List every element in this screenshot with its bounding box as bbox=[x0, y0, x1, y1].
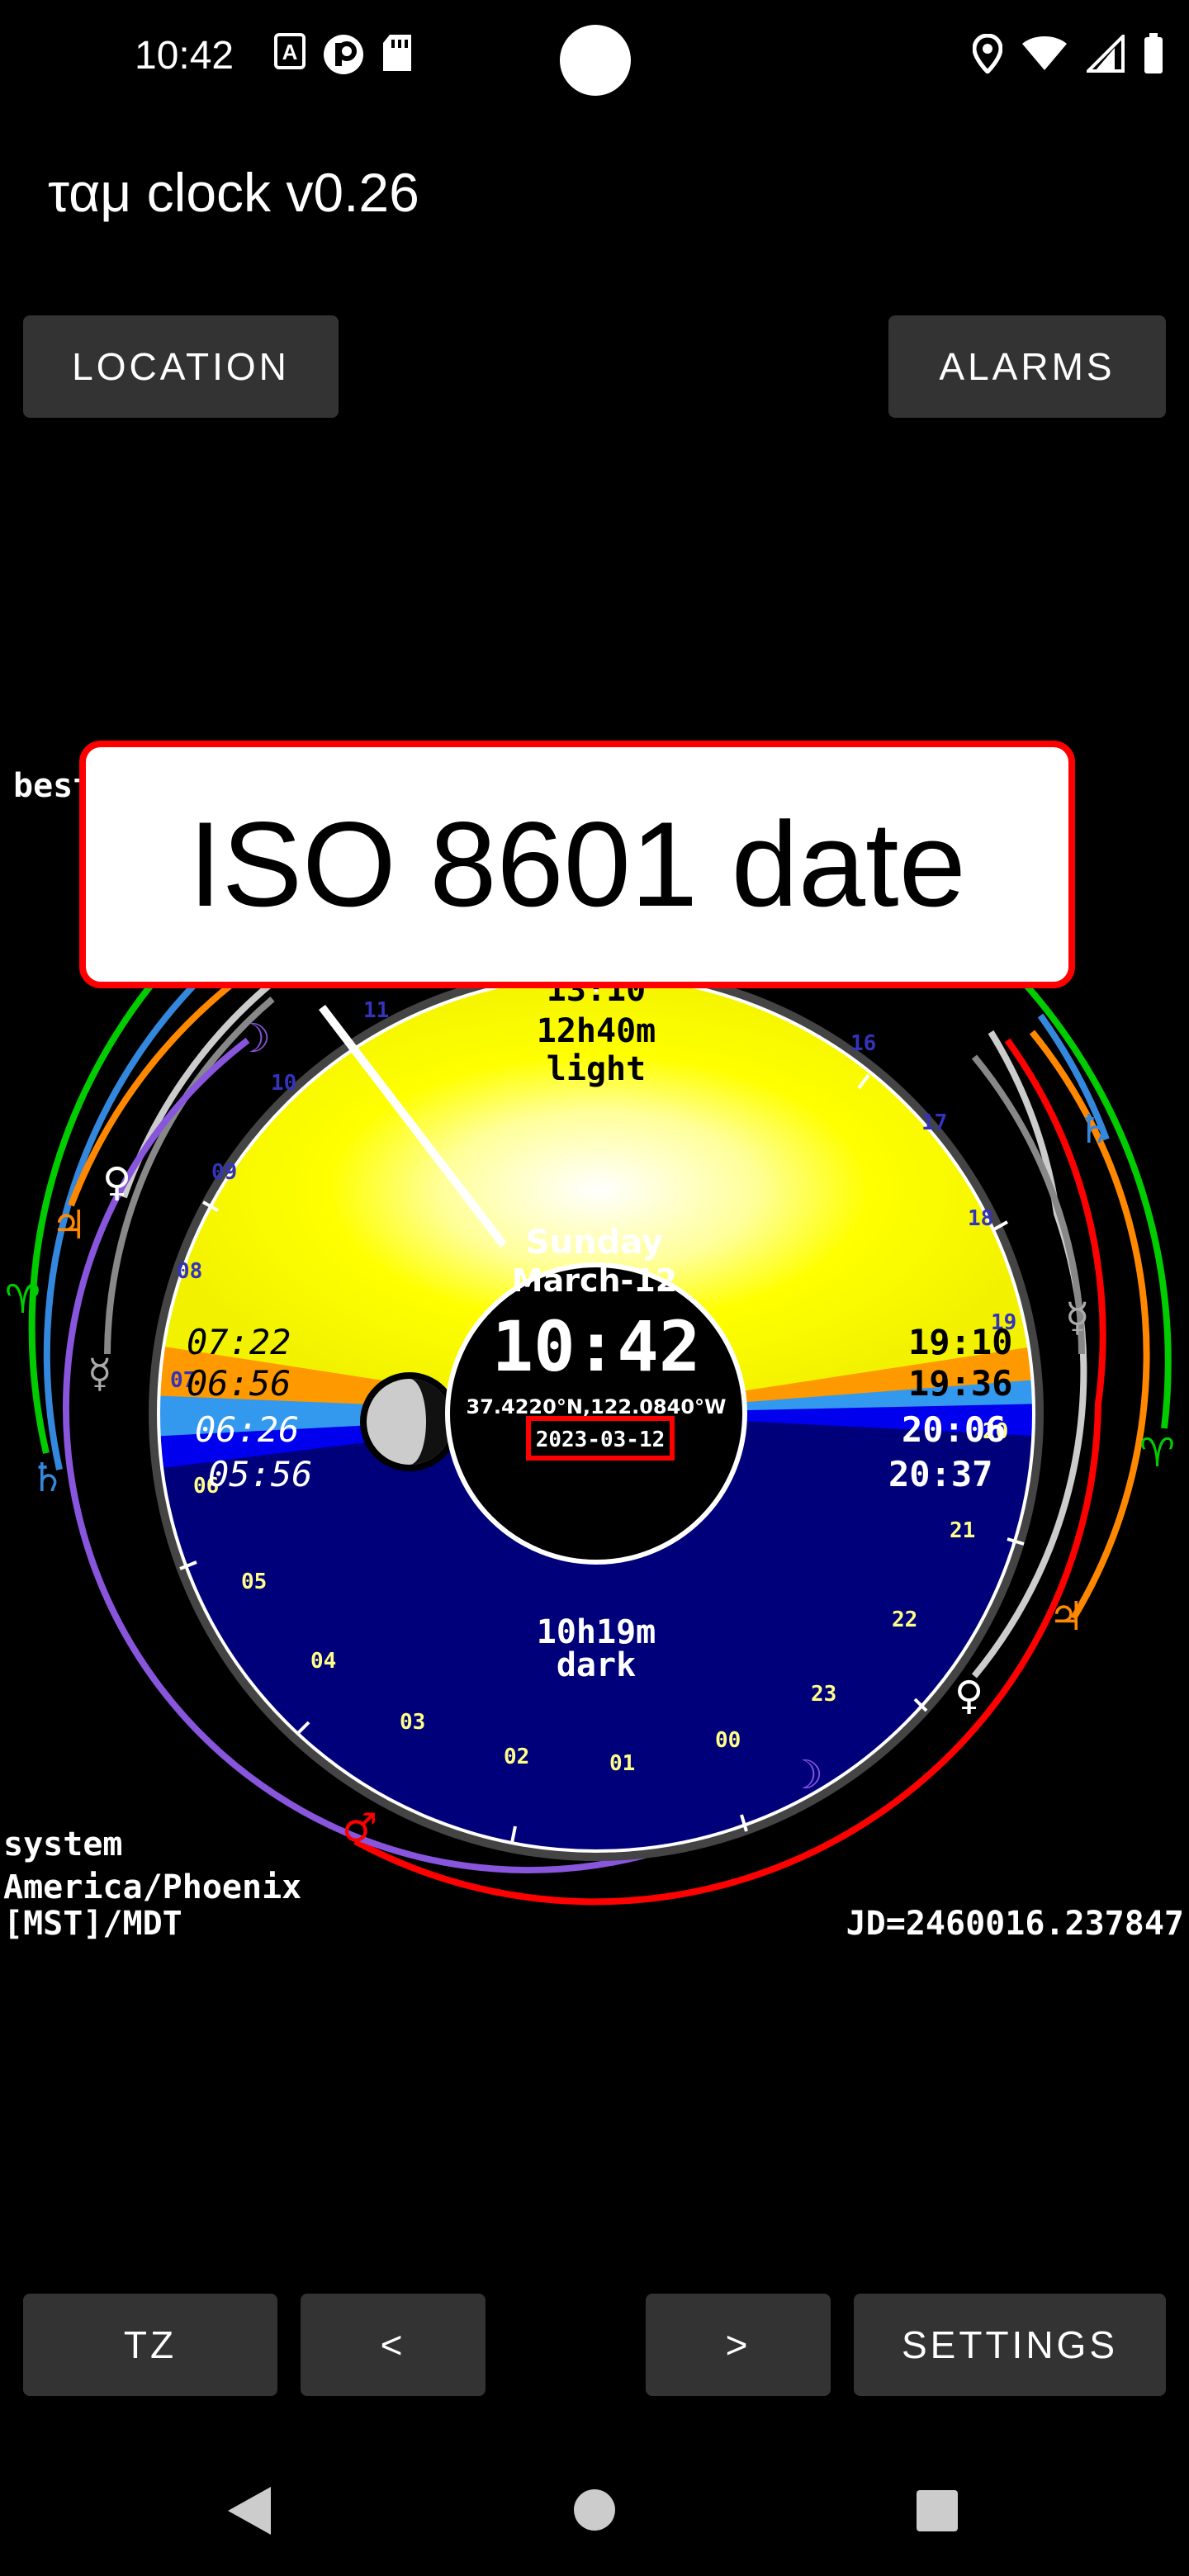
venus-icon: ♀ bbox=[102, 1159, 131, 1205]
hour-label-06: 06 bbox=[193, 1474, 219, 1499]
tz-button[interactable]: TZ bbox=[23, 2294, 277, 2396]
arc-gray-right bbox=[971, 1054, 1085, 1355]
jupiter-right-icon: ♃ bbox=[1049, 1593, 1084, 1640]
recents-icon[interactable] bbox=[917, 2490, 958, 2531]
hour-label-17: 17 bbox=[921, 1110, 947, 1135]
saturn-icon: ♄ bbox=[30, 1455, 65, 1501]
moon-bottom-icon: ☽ bbox=[788, 1752, 823, 1798]
morning-time-night: 05:56 bbox=[208, 1454, 312, 1494]
next-button[interactable]: > bbox=[646, 2294, 831, 2396]
hour-label-08: 08 bbox=[177, 1259, 202, 1284]
sd-card-icon bbox=[383, 35, 411, 71]
morning-times: 07:22 06:56 06:26 05:56 bbox=[187, 1322, 312, 1494]
arc-blue-right bbox=[1037, 1013, 1110, 1141]
hour-label-02: 02 bbox=[504, 1745, 529, 1769]
evening-time-night: 20:37 bbox=[888, 1454, 992, 1494]
callout-text: ISO 8601 date bbox=[188, 797, 966, 931]
app-title: ταμ clock v0.26 bbox=[48, 162, 419, 223]
arc-blue-left bbox=[43, 946, 234, 1470]
iso-date-highlight bbox=[526, 1416, 675, 1461]
center-face bbox=[445, 1262, 747, 1565]
hour-label-20: 20 bbox=[983, 1419, 1008, 1444]
hour-label-09: 09 bbox=[211, 1160, 237, 1185]
p-badge-icon bbox=[324, 35, 363, 74]
main-time: 10:42 bbox=[492, 1306, 701, 1387]
battery-icon bbox=[1144, 33, 1163, 73]
date-text: March-12 bbox=[512, 1262, 677, 1299]
hour-label-05: 05 bbox=[241, 1570, 267, 1594]
hour-label-10: 10 bbox=[271, 1071, 296, 1096]
hour-label-11: 11 bbox=[363, 998, 389, 1023]
status-bar: 10:42 A bbox=[0, 0, 1189, 116]
moon-phase-icon bbox=[360, 1372, 459, 1471]
evening-time-nautical: 19:36 bbox=[908, 1363, 1012, 1404]
hour-label-16: 16 bbox=[850, 1031, 876, 1056]
dark-duration: 10h19m bbox=[537, 1613, 656, 1651]
iso-date-callout: ISO 8601 date bbox=[79, 741, 1075, 988]
hour-label-22: 22 bbox=[892, 1608, 917, 1632]
alarms-button[interactable]: ALARMS bbox=[888, 315, 1166, 418]
settings-button[interactable]: SETTINGS bbox=[854, 2294, 1166, 2396]
morning-time-civil: 07:22 bbox=[187, 1322, 291, 1362]
mars-icon: ♂ bbox=[342, 1805, 377, 1851]
aries-icon: ♈ bbox=[5, 1276, 40, 1323]
hour-label-23: 23 bbox=[811, 1682, 836, 1707]
hour-label-04: 04 bbox=[310, 1649, 336, 1674]
morning-time-nautical: 06:56 bbox=[187, 1363, 291, 1404]
previous-button[interactable]: < bbox=[301, 2294, 486, 2396]
arc-orange-left bbox=[68, 963, 258, 1207]
planet-arcs bbox=[28, 922, 1172, 1906]
moon-icon: ☽ bbox=[235, 1016, 271, 1062]
hour-label-00: 00 bbox=[715, 1728, 741, 1753]
mercury-icon: ☿ bbox=[88, 1351, 111, 1397]
light-duration: 12h40m bbox=[537, 1012, 656, 1050]
status-icons-right bbox=[973, 33, 1164, 74]
hour-label-21: 21 bbox=[950, 1518, 975, 1543]
evening-time-civil: 19:10 bbox=[908, 1322, 1012, 1362]
morning-time-astronomical: 06:26 bbox=[195, 1409, 299, 1450]
back-icon[interactable] bbox=[225, 2485, 272, 2536]
arc-red bbox=[353, 1038, 1106, 1906]
front-camera bbox=[560, 25, 631, 96]
navigation-bar bbox=[0, 2444, 1189, 2576]
mercury-right-icon: ☿ bbox=[1065, 1295, 1089, 1341]
venus-right-icon: ♀ bbox=[955, 1673, 983, 1719]
arc-green-right bbox=[1021, 980, 1172, 1429]
iso-date: 2023-03-12 bbox=[536, 1428, 666, 1452]
timezone-source: system bbox=[3, 1825, 123, 1863]
svg-text:A: A bbox=[282, 40, 298, 64]
planet-glyphs: ☽ ♀ ♃ ♈ ☿ ♄ ♄ ☿ ♈ ♃ ♀ ☽ ♂ bbox=[5, 1016, 1175, 1851]
hour-label-03: 03 bbox=[400, 1710, 425, 1735]
hour-label-19: 19 bbox=[991, 1310, 1016, 1335]
coordinates: 37.4220°N,122.0840°W bbox=[467, 1395, 727, 1418]
arc-gray-left bbox=[104, 996, 275, 1355]
hour-label-07: 07 bbox=[170, 1368, 196, 1393]
dark-label: dark bbox=[557, 1646, 636, 1684]
location-icon bbox=[973, 34, 1002, 73]
signal-icon bbox=[1087, 35, 1125, 73]
evening-time-astronomical: 20:06 bbox=[902, 1409, 1006, 1450]
arc-purple bbox=[63, 1037, 812, 1873]
arc-orange-right bbox=[1029, 1030, 1150, 1621]
light-label: light bbox=[547, 1050, 646, 1088]
evening-times: 19:10 19:36 20:06 20:37 bbox=[888, 1322, 1012, 1494]
aries-right-icon: ♈ bbox=[1139, 1430, 1175, 1476]
saturn-right-icon: ♄ bbox=[1077, 1106, 1112, 1153]
hour-label-18: 18 bbox=[968, 1206, 993, 1231]
status-time: 10:42 bbox=[135, 34, 234, 78]
julian-date: JD=2460016.237847 bbox=[846, 1905, 1184, 1943]
home-icon[interactable] bbox=[573, 2488, 616, 2531]
status-icons-left: A bbox=[274, 33, 413, 76]
font-a-icon: A bbox=[274, 33, 306, 69]
time-hand bbox=[319, 1004, 507, 1248]
jupiter-icon: ♃ bbox=[51, 1202, 87, 1248]
wifi-icon bbox=[1022, 36, 1067, 70]
hour-label-01: 01 bbox=[609, 1751, 635, 1776]
timezone-abbreviation: [MST]/MDT bbox=[3, 1905, 182, 1943]
hour-labels: 11 10 09 08 07 06 05 04 03 02 01 00 23 2… bbox=[170, 998, 1016, 1776]
day-name: Sunday bbox=[526, 1224, 663, 1262]
timezone-name: America/Phoenix bbox=[3, 1868, 302, 1906]
location-button[interactable]: LOCATION bbox=[23, 315, 339, 418]
